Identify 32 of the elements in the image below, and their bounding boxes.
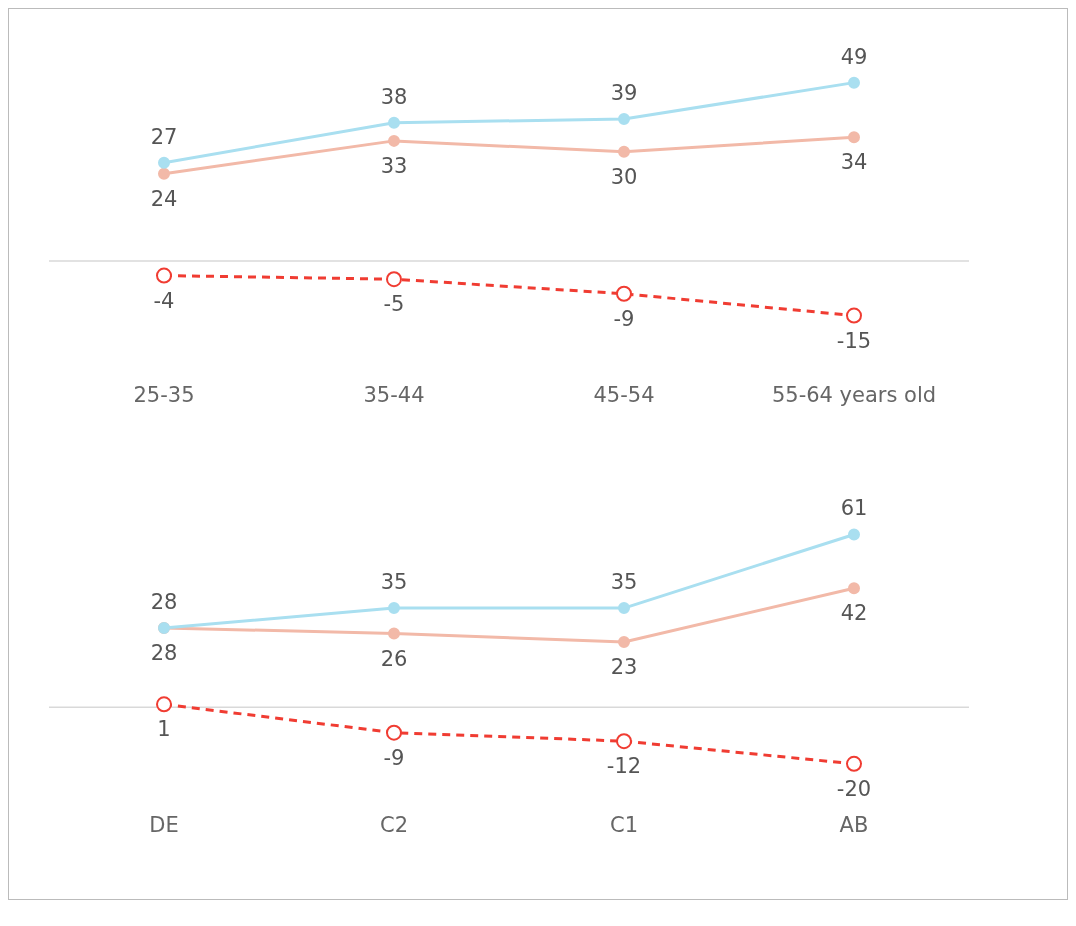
data-label: 42 xyxy=(840,601,868,626)
data-label: 38 xyxy=(380,84,408,109)
data-label: -15 xyxy=(836,328,872,353)
data-label: 28 xyxy=(150,640,178,665)
x-tick-label: C1 xyxy=(609,812,639,837)
x-tick-label: 35-44 xyxy=(363,382,425,407)
data-label: 24 xyxy=(150,186,178,211)
data-label: -5 xyxy=(383,292,405,317)
data-label: 49 xyxy=(840,44,868,69)
data-label: 34 xyxy=(840,150,868,175)
data-label: 61 xyxy=(840,496,868,521)
data-label: -4 xyxy=(153,288,175,313)
data-label: 35 xyxy=(380,570,408,595)
data-label: -20 xyxy=(836,776,872,801)
data-label: -12 xyxy=(606,754,642,779)
data-label: 26 xyxy=(380,646,408,671)
data-label: 1 xyxy=(157,717,171,742)
x-tick-label: DE xyxy=(149,812,179,837)
x-tick-label: C2 xyxy=(379,812,409,837)
data-label: 28 xyxy=(150,589,178,614)
data-label: 33 xyxy=(380,153,408,178)
data-label: -9 xyxy=(613,306,635,331)
data-label: 39 xyxy=(610,80,638,105)
data-label: 27 xyxy=(150,124,178,149)
x-tick-label: AB xyxy=(839,812,869,837)
x-tick-label: 25-35 xyxy=(133,382,195,407)
data-label: -9 xyxy=(383,745,405,770)
data-label: 35 xyxy=(610,570,638,595)
data-label: 23 xyxy=(610,655,638,680)
x-tick-label: 55-64 years old xyxy=(771,382,937,407)
x-tick-label: 45-54 xyxy=(593,382,655,407)
data-label: 30 xyxy=(610,164,638,189)
